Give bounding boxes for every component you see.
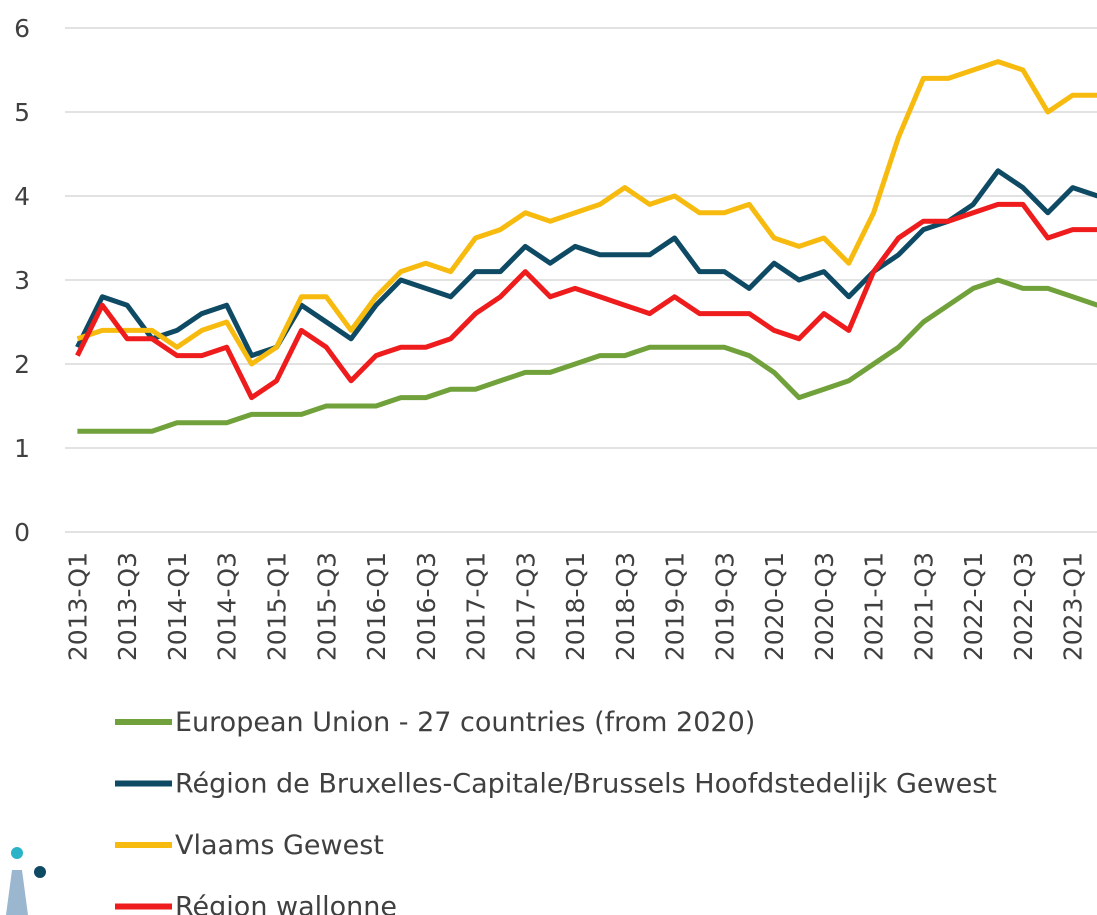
x-tick-label: 2018-Q1 xyxy=(561,552,590,661)
x-tick-label: 2017-Q1 xyxy=(462,552,491,661)
x-tick-label: 2018-Q3 xyxy=(611,552,640,661)
x-tick-label: 2021-Q1 xyxy=(860,552,889,661)
legend-label: Région wallonne xyxy=(175,892,397,915)
x-tick-label: 2022-Q3 xyxy=(1009,552,1038,661)
x-tick-label: 2020-Q3 xyxy=(810,552,839,661)
x-tick-label: 2015-Q1 xyxy=(262,552,291,661)
x-tick-label: 2020-Q1 xyxy=(760,552,789,661)
x-tick-label: 2021-Q3 xyxy=(909,552,938,661)
x-tick-label: 2022-Q1 xyxy=(959,552,988,661)
legend-label: Région de Bruxelles-Capitale/Brussels Ho… xyxy=(175,769,997,800)
series-line xyxy=(77,277,1097,434)
x-tick-label: 2019-Q3 xyxy=(710,552,739,661)
x-tick-label: 2017-Q3 xyxy=(511,552,540,661)
y-tick-label: 6 xyxy=(14,14,30,43)
x-tick-label: 2014-Q1 xyxy=(163,552,192,661)
x-tick-label: 2013-Q3 xyxy=(113,552,142,661)
x-tick-label: 2019-Q1 xyxy=(661,552,690,661)
y-tick-label: 4 xyxy=(14,182,30,211)
y-tick-label: 5 xyxy=(14,98,30,127)
legend-label: Vlaams Gewest xyxy=(175,830,384,861)
y-tick-label: 0 xyxy=(14,518,30,547)
y-tick-label: 3 xyxy=(14,266,30,295)
x-tick-label: 2014-Q3 xyxy=(213,552,242,661)
x-tick-label: 2016-Q1 xyxy=(362,552,391,661)
x-tick-label: 2013-Q1 xyxy=(63,552,92,661)
x-tick-label: 2016-Q3 xyxy=(412,552,441,661)
y-tick-label: 1 xyxy=(14,434,30,463)
logo xyxy=(6,847,46,915)
series-line xyxy=(76,59,1097,367)
x-tick-label: 2015-Q3 xyxy=(312,552,341,661)
series-line xyxy=(75,201,1097,401)
legend-label: European Union - 27 countries (from 2020… xyxy=(175,707,755,738)
x-tick-label: 2023-Q1 xyxy=(1059,552,1088,661)
y-tick-label: 2 xyxy=(14,350,30,379)
series-line xyxy=(75,168,1097,359)
